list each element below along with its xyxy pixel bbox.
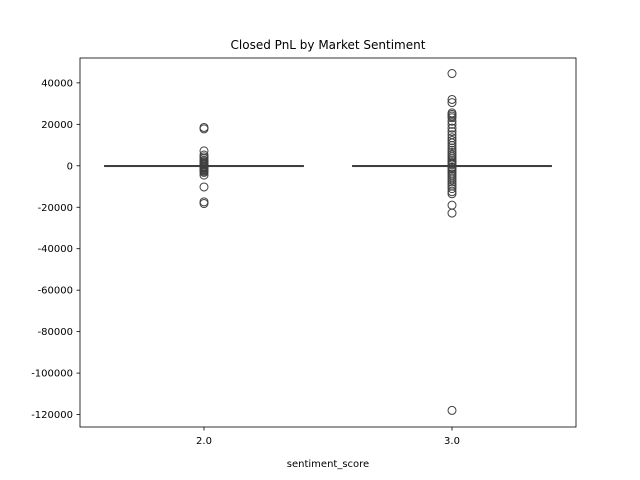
outlier-point bbox=[447, 200, 457, 210]
x-tick-label: 2.0 bbox=[196, 436, 212, 447]
outlier-point bbox=[447, 127, 457, 137]
y-tick-label: -80000 bbox=[38, 327, 73, 338]
plot-area-frame bbox=[79, 57, 577, 428]
box-group-2.0 bbox=[104, 122, 304, 209]
outlier-point bbox=[447, 69, 457, 79]
x-tick-label: 3.0 bbox=[444, 436, 460, 447]
outlier-point bbox=[199, 170, 209, 180]
x-axis: 2.0 3.0 bbox=[196, 427, 460, 447]
outlier-point bbox=[199, 124, 209, 134]
outlier-point bbox=[447, 98, 457, 108]
outlier-point bbox=[447, 208, 457, 218]
y-axis: 40000 20000 0 -20000 -40000 -60000 -80000 -1000… bbox=[31, 78, 80, 421]
outlier-point bbox=[447, 175, 457, 185]
y-tick-label: 40000 bbox=[41, 78, 73, 89]
y-tick-label: -40000 bbox=[38, 244, 73, 255]
outlier-point bbox=[447, 187, 457, 197]
outlier-point bbox=[447, 189, 457, 199]
y-tick-label: 20000 bbox=[41, 120, 73, 131]
outlier-point bbox=[447, 113, 457, 123]
outlier-point bbox=[199, 167, 209, 177]
y-tick-label: -120000 bbox=[31, 410, 73, 421]
box-plot-groups bbox=[104, 69, 552, 415]
outlier-point bbox=[447, 177, 457, 187]
y-tick-label: -20000 bbox=[38, 203, 73, 214]
x-axis-label: sentiment_score bbox=[287, 459, 369, 470]
outlier-point bbox=[447, 136, 457, 146]
outlier-point bbox=[199, 199, 209, 209]
y-tick-label: 0 bbox=[67, 161, 73, 172]
outlier-point bbox=[447, 405, 457, 415]
outlier-point bbox=[447, 119, 457, 129]
outlier-point bbox=[447, 138, 457, 148]
outlier-point bbox=[447, 184, 457, 194]
outlier-point bbox=[199, 182, 209, 192]
box-group-3.0 bbox=[352, 69, 552, 415]
y-tick-label: -60000 bbox=[38, 286, 73, 297]
outlier-point bbox=[447, 123, 457, 133]
chart-title: Closed PnL by Market Sentiment bbox=[231, 38, 426, 52]
outlier-point bbox=[447, 94, 457, 104]
outlier-point bbox=[447, 116, 457, 126]
outlier-point bbox=[447, 140, 457, 150]
y-tick-label: -100000 bbox=[31, 369, 73, 380]
